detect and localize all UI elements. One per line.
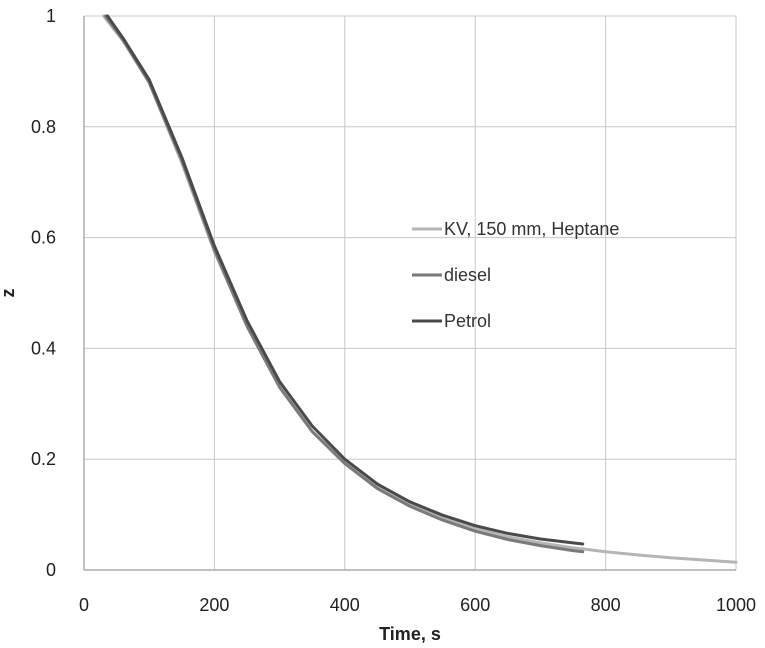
y-tick-label: 0: [46, 560, 56, 580]
series-lines: [102, 14, 738, 564]
x-tick-label: 0: [79, 595, 89, 615]
legend-label: diesel: [444, 265, 491, 285]
grid: [83, 15, 737, 571]
x-tick-label: 200: [199, 595, 229, 615]
x-axis-title: Time, s: [379, 624, 441, 644]
series-line-1: [102, 14, 738, 564]
legend: KV, 150 mm, Heptane diesel Petrol: [412, 219, 619, 331]
tick-labels: 0 200 400 600 800 1000 0 0.2 0.4 0.6 0.8 1: [31, 6, 756, 615]
x-tick-label: 1000: [716, 595, 756, 615]
series-line-3: [106, 14, 585, 546]
series-line-2: [104, 14, 585, 554]
x-tick-label: 800: [591, 595, 621, 615]
y-tick-label: 0.8: [31, 117, 56, 137]
y-tick-label: 0.6: [31, 228, 56, 248]
y-tick-label: 0.4: [31, 338, 56, 358]
x-tick-label: 400: [330, 595, 360, 615]
legend-label: Petrol: [444, 311, 491, 331]
y-tick-label: 1: [46, 6, 56, 26]
x-tick-label: 600: [460, 595, 490, 615]
legend-label: KV, 150 mm, Heptane: [444, 219, 619, 239]
y-tick-label: 0.2: [31, 449, 56, 469]
y-axis-title: z: [0, 289, 18, 298]
